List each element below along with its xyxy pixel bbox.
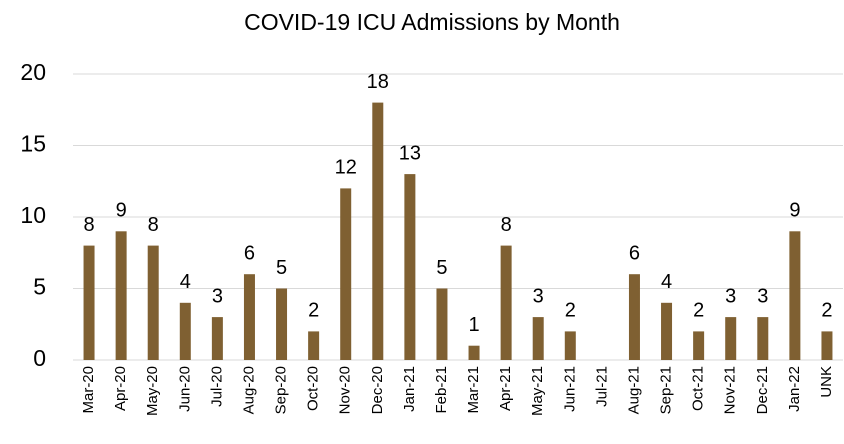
y-tick-label: 0	[33, 345, 46, 371]
data-label: 2	[308, 300, 319, 322]
bar	[436, 288, 448, 360]
x-tick-label: May-20	[144, 366, 161, 416]
y-tick-label: 10	[20, 202, 46, 228]
x-tick-label: Jun-21	[561, 366, 578, 412]
bar	[757, 317, 769, 360]
bar	[276, 288, 288, 360]
data-label: 5	[436, 257, 447, 279]
x-tick-label: Dec-21	[754, 366, 771, 414]
data-label: 8	[501, 214, 512, 236]
data-label: 3	[725, 285, 736, 307]
x-tick-label: Dec-20	[369, 366, 386, 414]
bar	[564, 331, 576, 360]
data-label: 8	[83, 214, 94, 236]
x-tick-label: Feb-21	[433, 366, 450, 414]
bar	[147, 245, 159, 360]
bar	[83, 245, 95, 360]
bar	[468, 345, 480, 360]
bar	[532, 317, 544, 360]
data-label: 12	[335, 157, 357, 179]
x-tick-label: Jun-20	[176, 366, 193, 412]
x-tick-label: Aug-20	[240, 366, 257, 414]
data-label: 1	[468, 314, 479, 336]
x-tick-label: Oct-21	[690, 366, 707, 411]
data-label: 6	[629, 242, 640, 264]
data-label: 3	[757, 285, 768, 307]
bar	[404, 174, 416, 360]
data-label: 8	[148, 214, 159, 236]
x-tick-label: Sep-20	[273, 366, 290, 414]
bar	[340, 188, 352, 360]
x-tick-label: Jan-21	[401, 366, 418, 412]
data-label: 3	[533, 285, 544, 307]
bar	[308, 331, 320, 360]
x-tick-label: May-21	[529, 366, 546, 416]
chart-title: COVID-19 ICU Admissions by Month	[244, 9, 620, 35]
x-tick-label: Jul-21	[593, 366, 610, 407]
x-tick-label: Oct-20	[305, 366, 322, 411]
data-label: 2	[821, 300, 832, 322]
y-tick-label: 5	[33, 274, 46, 300]
data-label: 6	[244, 242, 255, 264]
x-tick-label: Apr-21	[497, 366, 514, 411]
bar	[725, 317, 737, 360]
x-tick-label: UNK	[818, 366, 835, 398]
x-tick-label: Jul-20	[208, 366, 225, 407]
data-label: 4	[661, 271, 672, 293]
y-tick-label: 15	[20, 131, 46, 157]
bar	[789, 231, 801, 360]
x-tick-label: Nov-21	[722, 366, 739, 414]
y-tick-label: 20	[20, 59, 46, 85]
x-tick-label: Mar-21	[465, 366, 482, 414]
bar	[115, 231, 127, 360]
x-tick-label: Mar-20	[80, 366, 97, 414]
x-tick-label: Apr-20	[112, 366, 129, 411]
bar	[661, 302, 673, 360]
bar	[693, 331, 705, 360]
data-label: 18	[367, 71, 389, 93]
x-tick-label: Nov-20	[337, 366, 354, 414]
bar	[500, 245, 512, 360]
bar	[628, 274, 640, 360]
bar	[179, 302, 191, 360]
bar	[211, 317, 223, 360]
x-tick-label: Sep-21	[658, 366, 675, 414]
data-label: 2	[693, 300, 704, 322]
data-label: 3	[212, 285, 223, 307]
bar	[372, 102, 384, 360]
data-label: 5	[276, 257, 287, 279]
data-label: 9	[116, 200, 127, 222]
data-label: 4	[180, 271, 191, 293]
bar	[243, 274, 255, 360]
data-label: 13	[399, 142, 421, 164]
x-tick-label: Jan-22	[786, 366, 803, 412]
bar	[821, 331, 833, 360]
data-label: 9	[789, 200, 800, 222]
data-label: 2	[565, 300, 576, 322]
x-tick-label: Aug-21	[625, 366, 642, 414]
